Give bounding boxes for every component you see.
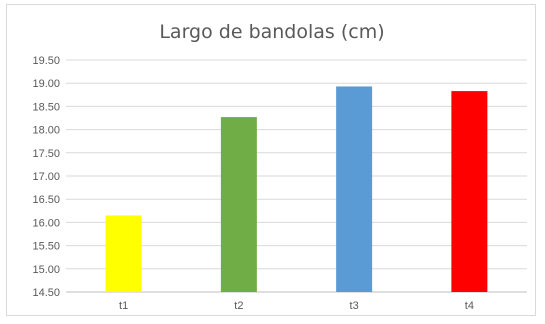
y-axis-ticks: 14.50 15.00 15.50 16.00 16.50 17.00 17.50 18.00…: [32, 55, 60, 299]
bar-chart: 14.50 15.00 15.50 16.00 16.50 17.00 17.50 18.00…: [32, 55, 527, 312]
y-tick-label: 16.00: [32, 217, 60, 229]
y-tick-label: 19.00: [32, 78, 60, 90]
bar-t3: [336, 86, 373, 292]
x-tick-label: t2: [234, 300, 243, 312]
gridlines: [66, 59, 527, 293]
y-tick-label: 17.50: [32, 148, 60, 160]
y-tick-label: 16.50: [32, 194, 60, 206]
bars: [105, 86, 488, 293]
bar-t4: [451, 91, 488, 292]
x-tick-label: t3: [350, 300, 359, 312]
y-tick-label: 18.50: [32, 101, 60, 113]
y-tick-label: 19.50: [32, 55, 60, 67]
x-tick-label: t1: [119, 300, 128, 312]
bar-t2: [220, 117, 257, 293]
x-tick-label: t4: [465, 300, 474, 312]
chart-area: Largo de bandolas (cm) 14.50 15.00 15.50 16…: [6, 4, 536, 316]
y-tick-label: 18.00: [32, 125, 60, 137]
x-axis-ticks: t1 t2 t3 t4: [119, 300, 474, 312]
chart-title: Largo de bandolas (cm): [159, 21, 385, 43]
y-tick-label: 15.00: [32, 264, 60, 276]
y-tick-label: 15.50: [32, 241, 60, 253]
bar-t1: [105, 215, 142, 292]
y-tick-label: 17.00: [32, 171, 60, 183]
y-tick-label: 14.50: [32, 287, 60, 299]
